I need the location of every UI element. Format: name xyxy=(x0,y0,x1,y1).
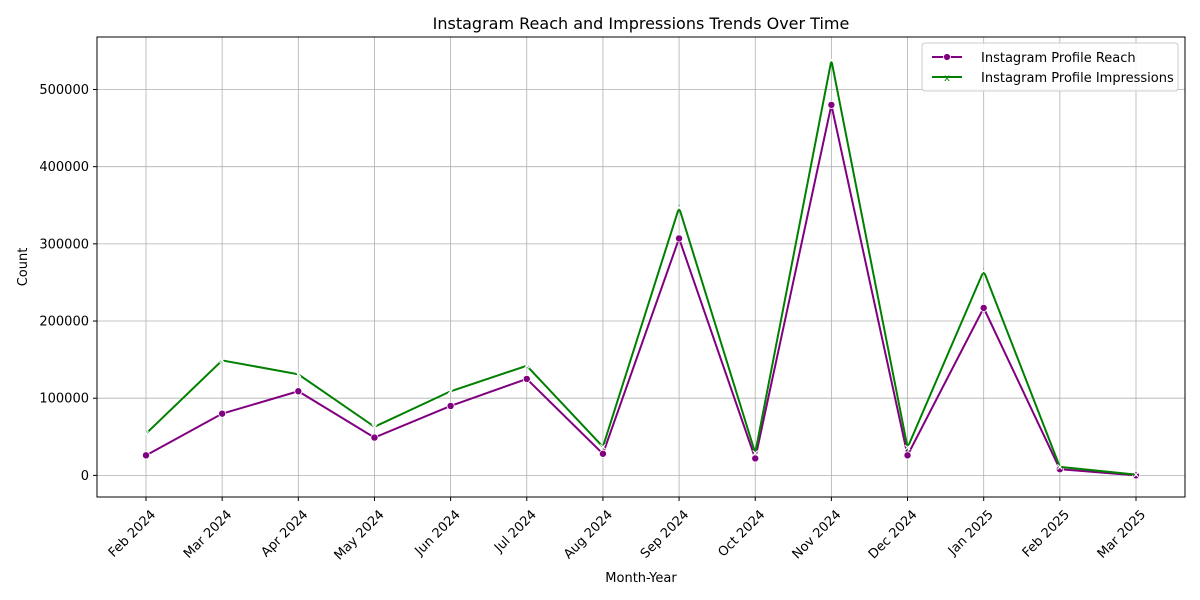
data-point xyxy=(676,204,683,211)
data-point xyxy=(295,371,302,378)
series-line xyxy=(145,104,1137,477)
x-axis-title: Month-Year xyxy=(605,571,677,586)
grid-layer xyxy=(97,37,1185,497)
legend-marker-reach xyxy=(943,53,951,61)
x-tick-label: Aug 2024 xyxy=(561,507,616,562)
data-point xyxy=(903,451,912,460)
data-point xyxy=(219,357,226,364)
legend-marker-impressions: x xyxy=(944,73,950,84)
x-tick-label: Nov 2024 xyxy=(790,507,845,562)
x-tick-label: Jun 2024 xyxy=(412,507,464,559)
x-tick-label: Jan 2025 xyxy=(945,507,997,559)
y-tick-label: 200000 xyxy=(39,315,89,330)
data-point xyxy=(751,454,760,463)
data-point xyxy=(371,423,378,430)
data-point xyxy=(218,409,227,418)
x-tick-label: Feb 2025 xyxy=(1020,507,1073,560)
series-0 xyxy=(141,100,1141,480)
series-line xyxy=(145,59,1137,476)
legend: Instagram Profile Reach x Instagram Prof… xyxy=(921,42,1179,92)
data-point xyxy=(294,387,303,396)
x-tick-label: Dec 2024 xyxy=(866,507,921,562)
data-point xyxy=(523,362,530,369)
chart-title: Instagram Reach and Impressions Trends O… xyxy=(433,14,850,33)
series-layer xyxy=(141,57,1141,480)
data-point xyxy=(143,430,149,437)
data-point xyxy=(675,234,684,243)
data-point xyxy=(370,433,379,442)
data-point xyxy=(522,374,531,383)
legend-label-reach: Instagram Profile Reach xyxy=(981,51,1136,66)
x-tick-label: Sep 2024 xyxy=(638,507,692,561)
data-point xyxy=(598,449,607,458)
data-point xyxy=(446,401,455,410)
x-tick-label: Mar 2024 xyxy=(181,507,235,561)
y-tick-label: 0 xyxy=(81,469,89,484)
data-point xyxy=(980,267,987,274)
y-axis-title: Count xyxy=(16,248,31,287)
y-tick-label: 400000 xyxy=(39,160,89,175)
data-point xyxy=(752,450,759,456)
x-tick-label: May 2024 xyxy=(332,507,388,563)
plot-frame xyxy=(96,36,1186,498)
data-point xyxy=(828,57,835,64)
x-tick-label: Jul 2024 xyxy=(491,507,540,556)
x-tick-label: Feb 2024 xyxy=(106,507,159,560)
data-point xyxy=(447,388,454,395)
y-tick-label: 300000 xyxy=(39,237,89,252)
y-tick-label: 100000 xyxy=(39,392,89,407)
legend-frame xyxy=(921,42,1179,92)
data-point xyxy=(1056,463,1063,470)
data-point xyxy=(827,100,836,109)
series-1 xyxy=(143,57,1139,478)
tick-layer: Feb 2024 Mar 2024 Apr 2024 May 2024 Jun 2024… xyxy=(39,83,1149,563)
data-point xyxy=(141,451,150,460)
x-tick-label: Oct 2024 xyxy=(715,507,768,560)
data-point xyxy=(904,444,911,451)
legend-label-impressions: Instagram Profile Impressions xyxy=(981,71,1174,86)
y-tick-label: 500000 xyxy=(39,83,89,98)
data-point xyxy=(1133,471,1139,478)
data-point xyxy=(979,303,988,312)
x-tick-label: Apr 2024 xyxy=(259,507,312,560)
data-point xyxy=(599,443,606,450)
x-tick-label: Mar 2025 xyxy=(1095,507,1149,561)
